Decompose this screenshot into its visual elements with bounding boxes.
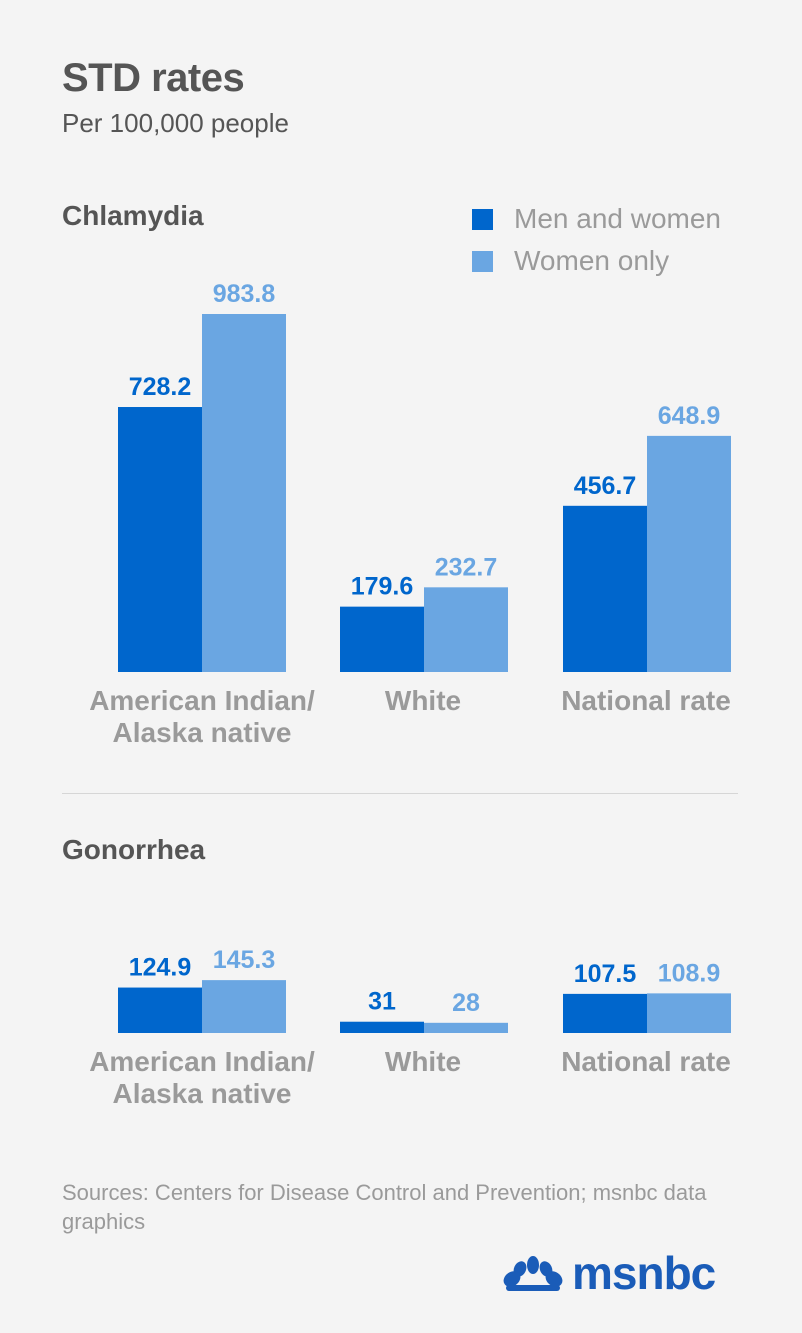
legend-label-men-and-women: Men and women xyxy=(514,203,722,234)
bar-chlamydia-national-rate-men-and-women xyxy=(563,505,647,672)
legend-item-women-only: Women only xyxy=(472,240,721,282)
category-label-national-rate: National rate xyxy=(561,685,731,716)
category-label-american-indian-alaska-native: American Indian/Alaska native xyxy=(89,685,315,748)
data-label-gonorrhea-national-rate-women-only: 108.9 xyxy=(658,959,721,987)
bar-gonorrhea-national-rate-men-and-women xyxy=(563,993,647,1033)
data-label-chlamydia-white-women-only: 232.7 xyxy=(435,553,498,581)
bar-gonorrhea-american-indian-alaska-native-men-and-women xyxy=(118,987,202,1033)
msnbc-logo: msnbc xyxy=(502,1246,716,1300)
sources-note: Sources: Centers for Disease Control and… xyxy=(62,1180,707,1234)
logo-text: msnbc xyxy=(572,1247,716,1299)
bar-chlamydia-american-indian-alaska-native-men-and-women xyxy=(118,407,202,672)
chart-title: STD rates xyxy=(62,56,245,100)
data-label-chlamydia-national-rate-women-only: 648.9 xyxy=(658,402,721,430)
legend-label-women-only: Women only xyxy=(514,245,670,276)
gonorrhea-chart: 124.9 145.3 American Indian/Alaska native 3… xyxy=(89,946,731,1109)
chart-subtitle: Per 100,000 people xyxy=(62,108,289,138)
peacock-icon xyxy=(503,1256,563,1291)
category-label-american-indian-alaska-native: American Indian/Alaska native xyxy=(89,1046,315,1109)
legend: Men and women Women only xyxy=(472,198,721,282)
bar-chlamydia-national-rate-women-only xyxy=(647,435,731,672)
bar-gonorrhea-white-men-and-women xyxy=(340,1021,424,1033)
bar-gonorrhea-national-rate-women-only xyxy=(647,993,731,1033)
data-label-chlamydia-american-indian-alaska-native-men-and-women: 728.2 xyxy=(129,373,192,401)
bar-chlamydia-white-women-only xyxy=(424,587,508,672)
data-label-gonorrhea-american-indian-alaska-native-women-only: 145.3 xyxy=(213,946,276,974)
data-label-gonorrhea-white-men-and-women: 31 xyxy=(368,988,396,1016)
legend-swatch-women-only xyxy=(472,250,493,272)
category-label-white: White xyxy=(385,1046,461,1077)
bar-chlamydia-american-indian-alaska-native-women-only xyxy=(202,314,286,672)
category-label-national-rate: National rate xyxy=(561,1046,731,1077)
data-label-chlamydia-white-men-and-women: 179.6 xyxy=(351,573,414,601)
data-label-chlamydia-national-rate-men-and-women: 456.7 xyxy=(574,472,637,500)
data-label-gonorrhea-american-indian-alaska-native-men-and-women: 124.9 xyxy=(129,954,192,982)
legend-swatch-men-and-women xyxy=(472,208,493,230)
bar-gonorrhea-american-indian-alaska-native-women-only xyxy=(202,980,286,1033)
category-label-white: White xyxy=(385,685,461,716)
panel-title-chlamydia: Chlamydia xyxy=(62,200,204,231)
data-label-gonorrhea-national-rate-men-and-women: 107.5 xyxy=(574,960,637,988)
chlamydia-chart: 728.2 983.8 American Indian/Alaska native 1… xyxy=(89,280,731,748)
bar-gonorrhea-white-women-only xyxy=(424,1022,508,1033)
divider xyxy=(62,793,738,794)
legend-item-men-and-women: Men and women xyxy=(472,198,721,240)
panel-title-gonorrhea: Gonorrhea xyxy=(62,834,206,865)
data-label-gonorrhea-white-women-only: 28 xyxy=(452,989,480,1017)
bar-chlamydia-white-men-and-women xyxy=(340,606,424,672)
data-label-chlamydia-american-indian-alaska-native-women-only: 983.8 xyxy=(213,280,276,308)
